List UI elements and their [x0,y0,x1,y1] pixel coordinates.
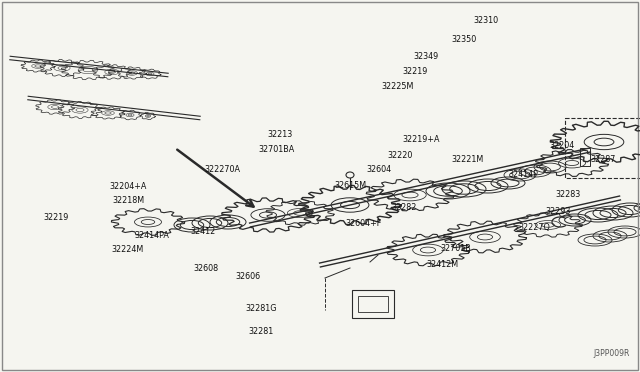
Text: 32293: 32293 [545,207,571,216]
Text: 32350: 32350 [451,35,477,44]
Text: 32282: 32282 [392,203,417,212]
Text: 32204: 32204 [549,141,575,150]
Text: J3PP009R: J3PP009R [594,349,630,358]
Text: 32615M: 32615M [335,181,367,190]
Text: 32219: 32219 [44,213,69,222]
Text: 32281: 32281 [248,327,274,336]
Text: 32310: 32310 [474,16,499,25]
Text: 32701B: 32701B [440,244,471,253]
Text: 32414PA: 32414PA [135,231,170,240]
Text: 32224M: 32224M [112,246,144,254]
Text: 32412: 32412 [191,227,216,236]
Text: 322270A: 322270A [205,165,241,174]
Text: 32349: 32349 [413,52,438,61]
Text: 32283: 32283 [556,190,581,199]
Text: 32287: 32287 [590,155,616,164]
Bar [580,148,590,166]
Text: 32218M: 32218M [112,196,144,205]
Text: 32221M: 32221M [451,155,483,164]
Text: 32225M: 32225M [382,82,414,91]
Text: 32213: 32213 [268,130,293,139]
Text: 32219+A: 32219+A [403,135,440,144]
Text: 32281G: 32281G [245,304,277,312]
Text: 32204+A: 32204+A [109,182,147,191]
Text: 32701BA: 32701BA [259,145,294,154]
Text: 32227Q: 32227Q [518,223,550,232]
Text: 32412M: 32412M [427,260,459,269]
Text: 32604: 32604 [366,165,392,174]
Text: 32606: 32606 [236,272,261,280]
Text: 32220: 32220 [387,151,413,160]
Text: 32414P: 32414P [509,170,538,179]
Text: 32604+F: 32604+F [346,219,381,228]
Text: 32219: 32219 [402,67,428,76]
Text: 32608: 32608 [193,264,219,273]
